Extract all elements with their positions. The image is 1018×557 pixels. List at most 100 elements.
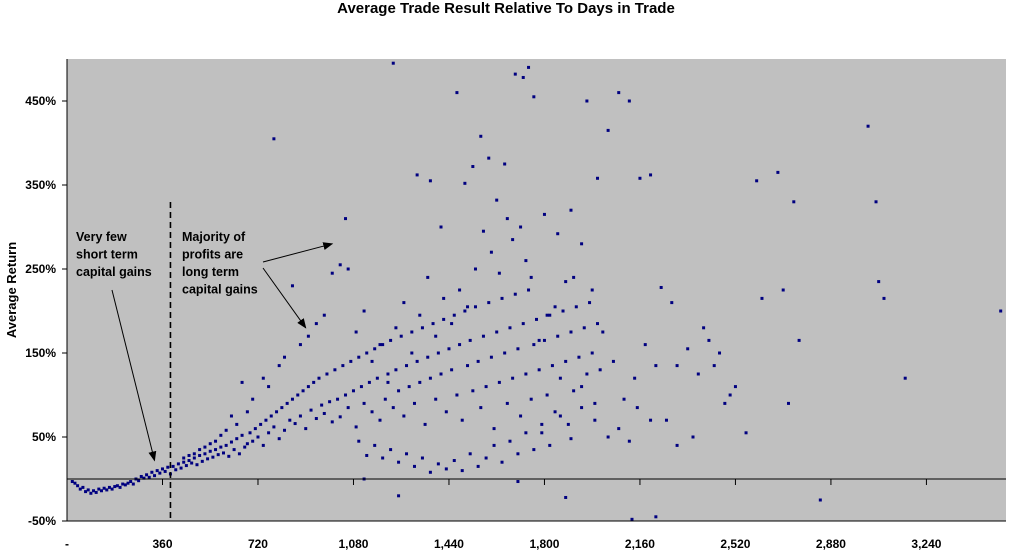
data-point: [792, 200, 796, 204]
data-point: [463, 309, 467, 313]
data-point: [519, 225, 523, 229]
data-point: [580, 242, 584, 246]
data-point: [296, 393, 300, 397]
data-point: [558, 414, 562, 418]
data-point: [426, 355, 430, 359]
data-point: [497, 271, 501, 275]
data-point: [389, 338, 393, 342]
data-point: [649, 418, 653, 422]
data-point: [596, 322, 600, 326]
data-point: [277, 364, 281, 368]
data-point: [786, 401, 790, 405]
data-point: [627, 439, 631, 443]
data-point: [630, 517, 634, 521]
data-point: [492, 443, 496, 447]
data-point: [182, 456, 186, 460]
data-point: [428, 179, 432, 183]
data-point: [458, 343, 462, 347]
data-point: [370, 359, 374, 363]
data-point: [532, 448, 536, 452]
data-point: [171, 464, 175, 468]
data-point: [431, 322, 435, 326]
data-point: [306, 385, 310, 389]
data-point: [797, 338, 801, 342]
data-point: [412, 464, 416, 468]
data-point: [489, 250, 493, 254]
data-point: [450, 322, 454, 326]
data-point: [267, 431, 271, 435]
data-point: [532, 343, 536, 347]
data-point: [702, 326, 706, 330]
data-point: [70, 480, 74, 484]
data-point: [718, 351, 722, 355]
data-point: [489, 355, 493, 359]
data-point: [283, 428, 287, 432]
data-point: [293, 422, 297, 426]
data-point: [473, 305, 477, 309]
y-tick-label: -50%: [28, 514, 56, 528]
data-point: [468, 452, 472, 456]
data-point: [166, 465, 170, 469]
data-point: [529, 397, 533, 401]
data-point: [410, 330, 414, 334]
data-point: [527, 65, 531, 69]
data-point: [195, 463, 199, 467]
data-point: [601, 330, 605, 334]
data-point: [556, 334, 560, 338]
annotation-arrow: [262, 267, 307, 329]
data-point: [153, 474, 157, 478]
data-point: [577, 355, 581, 359]
data-point: [527, 288, 531, 292]
data-point: [691, 435, 695, 439]
x-tick-label: -: [65, 537, 69, 551]
data-point: [298, 414, 302, 418]
data-point: [94, 490, 98, 494]
data-point: [235, 422, 239, 426]
data-point: [545, 313, 549, 317]
data-point: [903, 376, 907, 380]
data-point: [81, 485, 85, 489]
data-point: [442, 296, 446, 300]
data-point: [548, 313, 552, 317]
data-point: [184, 464, 188, 468]
data-point: [229, 414, 233, 418]
data-point: [572, 389, 576, 393]
data-point: [558, 376, 562, 380]
data-point: [492, 427, 496, 431]
data-point: [593, 418, 597, 422]
data-point: [314, 322, 318, 326]
data-point: [275, 410, 279, 414]
y-tick-label: 150%: [25, 346, 56, 360]
data-point: [723, 401, 727, 405]
x-tick-label: 2,880: [816, 537, 846, 551]
data-point: [198, 448, 202, 452]
data-point: [471, 389, 475, 393]
x-tick-label: 1,800: [529, 537, 559, 551]
data-point: [383, 397, 387, 401]
data-point: [245, 410, 249, 414]
data-point: [556, 232, 560, 236]
data-point: [434, 397, 438, 401]
data-point: [378, 418, 382, 422]
annotation-long-term-line: profits are: [182, 248, 243, 262]
data-point: [407, 385, 411, 389]
data-point: [256, 435, 260, 439]
data-point: [999, 309, 1003, 313]
data-point: [553, 305, 557, 309]
annotation-long-term-line: capital gains: [182, 283, 258, 297]
data-point: [452, 459, 456, 463]
data-point: [473, 267, 477, 271]
data-point: [420, 326, 424, 330]
annotation-long-term-line: Majority of: [182, 230, 246, 244]
data-point: [190, 461, 194, 465]
data-point: [251, 397, 255, 401]
data-point: [304, 427, 308, 431]
data-point: [394, 326, 398, 330]
data-point: [733, 385, 737, 389]
data-point: [471, 165, 475, 169]
data-point: [476, 464, 480, 468]
data-point: [476, 359, 480, 363]
data-point: [635, 406, 639, 410]
data-point: [272, 137, 276, 141]
data-point: [659, 285, 663, 289]
